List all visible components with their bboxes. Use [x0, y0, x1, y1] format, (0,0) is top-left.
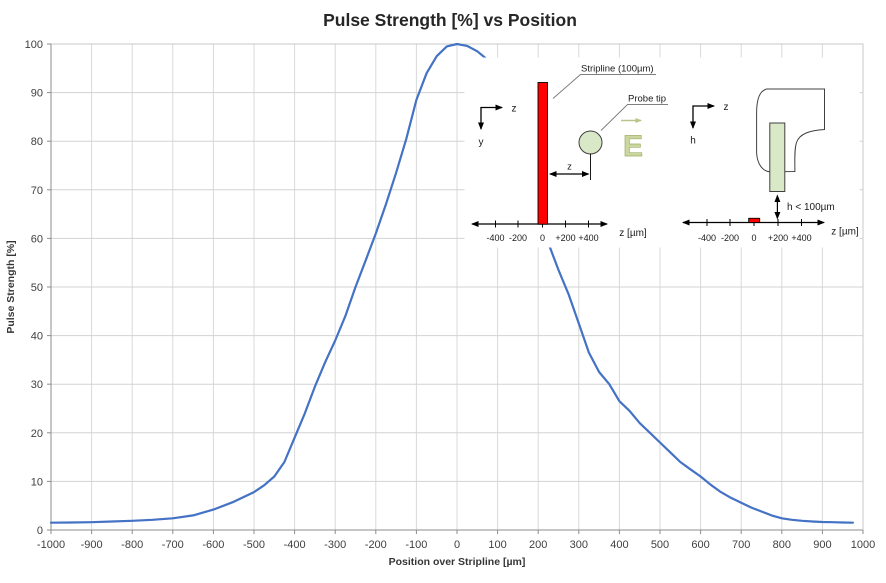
- x-tick-label: -600: [202, 539, 224, 551]
- z-dimension-label: z: [567, 162, 572, 173]
- y-tick-label: 0: [37, 525, 43, 537]
- x-tick-label: 200: [529, 539, 547, 551]
- y-tick-label: 100: [25, 39, 43, 51]
- inset-tick-label: -200: [721, 233, 739, 243]
- x-tick-label: 100: [488, 539, 506, 551]
- inset-tick-label: -400: [698, 233, 716, 243]
- y-tick-label: 10: [31, 476, 43, 488]
- inset-right-diagram: z h h < 100µm -400 -200 0 +200 +400 z [µm]: [682, 88, 859, 243]
- inset-tick-label: -400: [486, 233, 504, 243]
- stripline-leader-line: [552, 74, 656, 99]
- y-tick-label: 50: [31, 282, 43, 294]
- x-tick-label: 0: [454, 539, 460, 551]
- y-tick-label: 20: [31, 428, 43, 440]
- x-tick-label: -700: [162, 539, 184, 551]
- coord-h-label: h: [690, 136, 696, 147]
- x-axis-ticks: -1000 -900 -800 -700 -600 -500 -400 -300 -200 -10…: [37, 530, 875, 551]
- coord-z-label: z: [724, 102, 729, 113]
- x-tick-label: 300: [570, 539, 588, 551]
- x-tick-label: 600: [691, 539, 709, 551]
- probe-tip-leader-line: [600, 104, 668, 131]
- x-tick-label: -800: [121, 539, 143, 551]
- stripline-bar: [537, 82, 548, 225]
- inset-left-diagram: z y -400 -200 0 +200 +400 z [µm] Stripline (…: [471, 64, 668, 243]
- y-tick-label: 40: [31, 331, 43, 343]
- y-tick-label: 90: [31, 88, 43, 100]
- inset-tick-label: +200: [555, 233, 575, 243]
- coordinate-axes-icon: z y: [478, 104, 517, 148]
- coord-y-label: y: [479, 137, 484, 148]
- probe-tip-label: Probe tip: [628, 94, 666, 105]
- x-tick-label: 700: [732, 539, 750, 551]
- y-tick-label: 70: [31, 185, 43, 197]
- x-tick-label: -200: [365, 539, 387, 551]
- x-tick-label: 1000: [851, 539, 875, 551]
- inset-background: [464, 57, 860, 248]
- inset-tick-label: 0: [540, 233, 545, 243]
- probe-tip-rect: [769, 122, 786, 192]
- x-tick-label: 900: [813, 539, 831, 551]
- x-tick-label: 400: [610, 539, 628, 551]
- h-distance-label: h < 100µm: [787, 202, 835, 213]
- e-field-vector-icon: E: [621, 118, 643, 163]
- stripline-label: Stripline (100µm): [581, 64, 654, 75]
- x-tick-label: -100: [405, 539, 427, 551]
- x-axis-title: Position over Stripline [µm]: [389, 556, 526, 568]
- probe-tip-circle: [578, 130, 603, 155]
- stripline-edge-rect: [748, 217, 761, 223]
- e-field-letter: E: [623, 130, 643, 163]
- x-tick-label: -400: [284, 539, 306, 551]
- x-tick-label: -300: [324, 539, 346, 551]
- y-tick-label: 60: [31, 233, 43, 245]
- x-tick-label: -500: [243, 539, 265, 551]
- inset-tick-label: -200: [509, 233, 527, 243]
- x-tick-label: 500: [651, 539, 669, 551]
- inset-left-axis-unit: z [µm]: [619, 228, 647, 239]
- coord-axes-arrows: [478, 104, 503, 130]
- inset-right-axis-unit: z [µm]: [831, 227, 859, 238]
- y-tick-label: 80: [31, 136, 43, 148]
- y-axis-title: Pulse Strength [%]: [5, 240, 17, 333]
- y-tick-label: 30: [31, 379, 43, 391]
- coord-z-label: z: [512, 104, 517, 115]
- y-axis-ticks: 0 10 20 30 40 50 60 70 80 90 100: [25, 39, 51, 537]
- coord-axes-arrows: [690, 103, 715, 129]
- x-tick-label: 800: [773, 539, 791, 551]
- inset-tick-label: 0: [751, 233, 756, 243]
- inset-tick-label: +400: [578, 233, 598, 243]
- chart-title: Pulse Strength [%] vs Position: [323, 10, 577, 30]
- coordinate-axes-icon: z h: [690, 102, 729, 147]
- inset-tick-label: +400: [791, 233, 811, 243]
- x-tick-label: -1000: [37, 539, 65, 551]
- inset-tick-label: +200: [768, 233, 788, 243]
- x-tick-label: -900: [81, 539, 103, 551]
